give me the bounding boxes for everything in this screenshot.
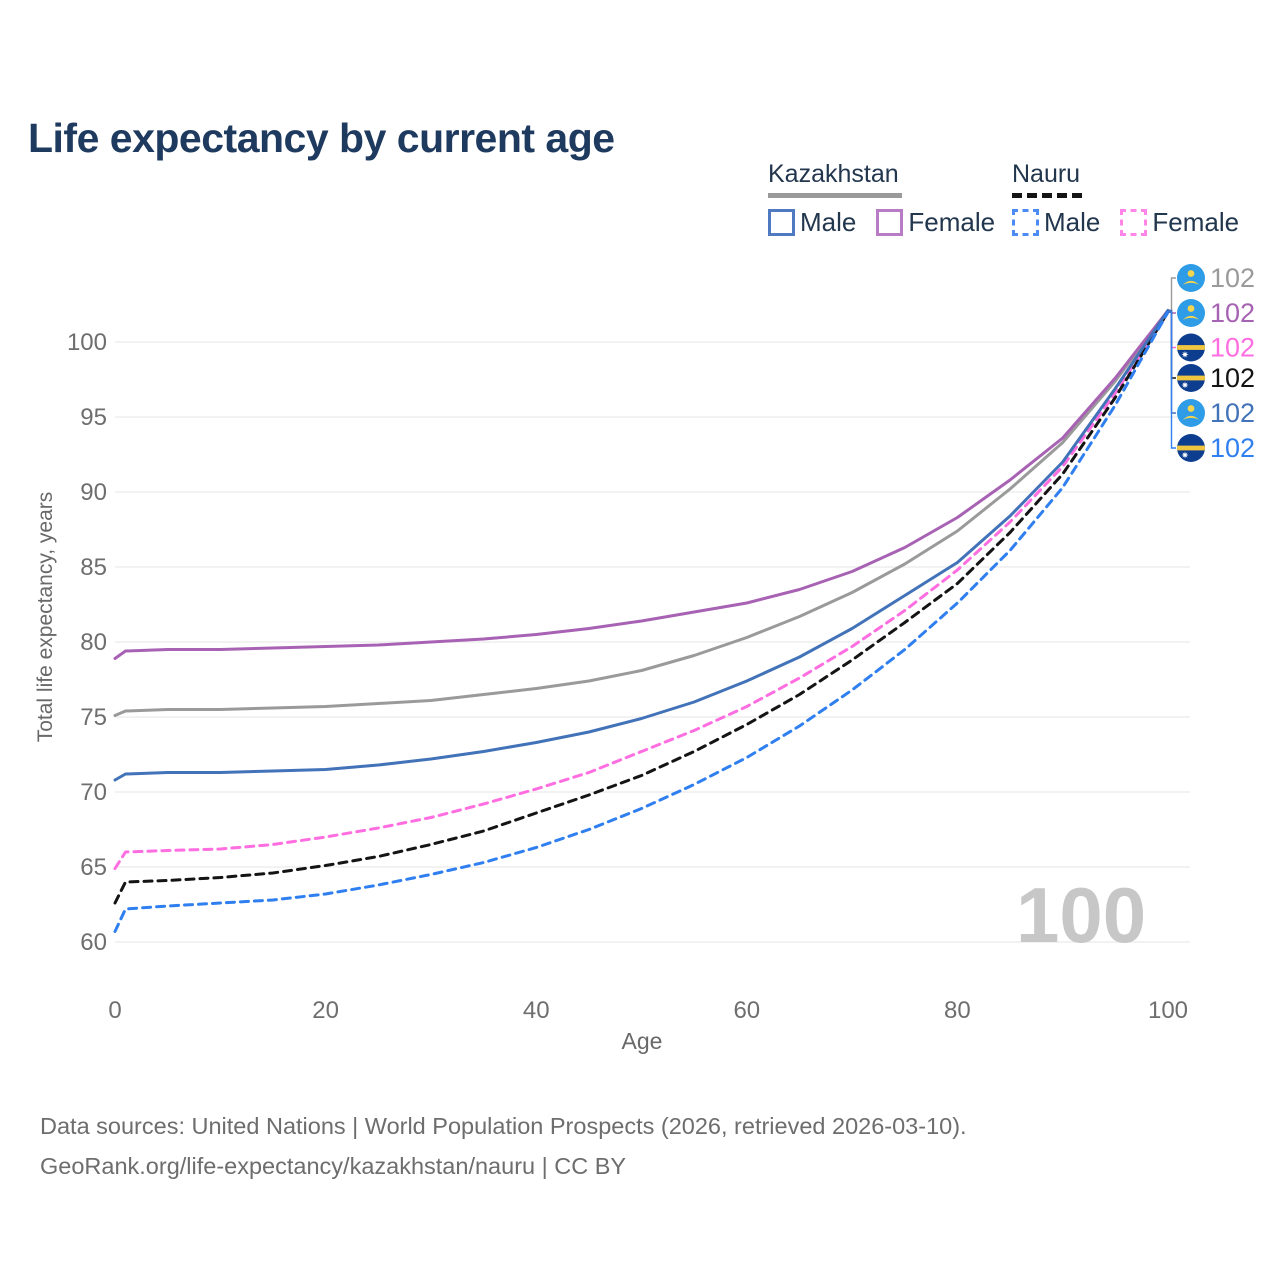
y-tick-label: 90 — [80, 479, 107, 506]
watermark-100: 100 — [1016, 871, 1147, 959]
legend-swatch-kazakhstan-female[interactable] — [876, 209, 904, 236]
series-line-nauru-female[interactable] — [113, 310, 1170, 870]
series-line-kazakhstan-female[interactable] — [113, 309, 1170, 660]
series-line-nauru-male[interactable] — [113, 310, 1170, 933]
footer: Data sources: United Nations | World Pop… — [40, 1106, 967, 1186]
legend-item-label[interactable]: Female — [1152, 207, 1240, 237]
legend-item-label[interactable]: Male — [1044, 207, 1101, 237]
legend-item-label[interactable]: Male — [800, 207, 857, 237]
kazakhstan-flag-icon — [1177, 299, 1205, 327]
nauru-flag-icon — [1177, 364, 1205, 392]
footer-data-sources: Data sources: United Nations | World Pop… — [40, 1113, 967, 1139]
y-tick-label: 80 — [80, 629, 107, 656]
series-line-nauru[interactable] — [113, 310, 1170, 905]
end-label-connector — [1168, 277, 1176, 312]
legend-item-label[interactable]: Female — [908, 207, 996, 237]
x-tick-label: 0 — [108, 997, 121, 1024]
end-label-connector — [1168, 311, 1176, 449]
x-tick-label: 80 — [944, 997, 971, 1024]
end-value-label: 102 — [1210, 433, 1255, 463]
series-line-kazakhstan-male[interactable] — [113, 309, 1170, 782]
legend-swatch-nauru-male[interactable] — [1012, 209, 1039, 236]
legend-swatch-kazakhstan-male[interactable] — [768, 209, 795, 236]
nauru-flag-icon — [1177, 333, 1205, 362]
legend-group-label[interactable]: Nauru — [1012, 160, 1081, 188]
y-tick-label: 70 — [80, 779, 107, 806]
legend-group-kazakhstan[interactable]: Kazakhstan Male Female — [768, 160, 1015, 238]
kazakhstan-flag-icon — [1177, 399, 1205, 427]
series-line-kazakhstan[interactable] — [113, 309, 1170, 717]
legend-line-sample-dashed — [1012, 193, 1082, 198]
x-axis-title: Age — [621, 1028, 663, 1054]
y-tick-label: 95 — [80, 404, 107, 431]
x-tick-label: 60 — [733, 997, 760, 1024]
y-tick-label: 60 — [80, 929, 107, 956]
end-value-label: 102 — [1210, 298, 1255, 328]
end-value-label: 102 — [1210, 333, 1255, 363]
x-tick-label: 40 — [523, 997, 550, 1024]
legend-swatch-nauru-female[interactable] — [1120, 209, 1148, 236]
end-value-label: 102 — [1210, 398, 1255, 428]
legend-group-nauru[interactable]: Nauru Male Female — [1012, 160, 1259, 238]
legend-line-sample-solid — [768, 193, 902, 198]
legend-group-label[interactable]: Kazakhstan — [768, 160, 899, 188]
end-value-label: 102 — [1210, 263, 1255, 293]
y-tick-label: 75 — [80, 704, 107, 731]
y-tick-label: 85 — [80, 554, 107, 581]
y-tick-label: 100 — [67, 329, 107, 356]
kazakhstan-flag-icon — [1177, 264, 1205, 292]
y-tick-label: 65 — [80, 854, 107, 881]
x-tick-label: 100 — [1148, 997, 1188, 1024]
footer-attribution: GeoRank.org/life-expectancy/kazakhstan/n… — [40, 1153, 627, 1179]
y-axis-title: Total life expectancy, years — [34, 491, 57, 743]
nauru-flag-icon — [1177, 434, 1205, 462]
x-tick-label: 20 — [312, 997, 339, 1024]
end-value-label: 102 — [1210, 363, 1255, 393]
page-title: Life expectancy by current age — [28, 115, 615, 162]
